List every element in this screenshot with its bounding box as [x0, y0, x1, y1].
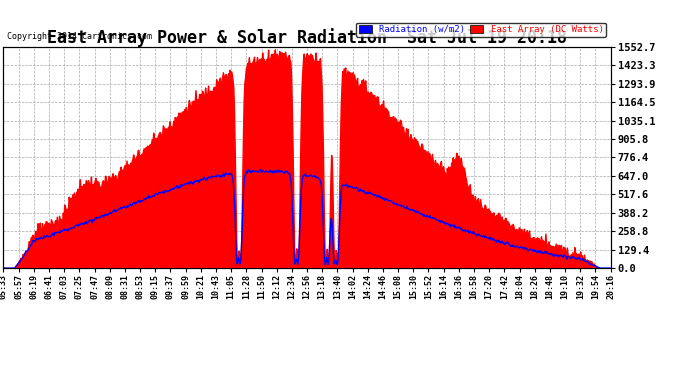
Text: Copyright 2014 Cartronics.com: Copyright 2014 Cartronics.com [7, 32, 152, 41]
Legend: Radiation (w/m2), East Array (DC Watts): Radiation (w/m2), East Array (DC Watts) [356, 22, 606, 37]
Title: East Array Power & Solar Radiation  Sat Jul 19 20:18: East Array Power & Solar Radiation Sat J… [47, 28, 567, 47]
